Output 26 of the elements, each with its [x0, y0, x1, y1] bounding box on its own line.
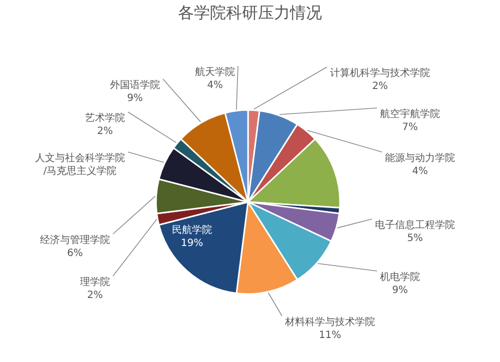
slice-label: 理学院	[80, 276, 110, 288]
slice-label: 航天学院	[195, 66, 235, 78]
slice-label: 材料科学与技术学院	[284, 316, 375, 328]
slice-label: 艺术学院	[85, 112, 125, 124]
data-label: 6%	[67, 248, 83, 259]
data-label: 4%	[412, 166, 428, 177]
slice-label: 航空宇航学院	[380, 108, 440, 120]
data-label: 2%	[87, 290, 103, 301]
slice-label: 能源与动力学院	[385, 152, 455, 164]
slice-label: 民航学院	[172, 224, 212, 236]
slice-label: 电子信息工程学院	[375, 219, 455, 231]
data-label: 7%	[402, 122, 418, 133]
data-label: 19%	[180, 238, 204, 249]
data-label: 4%	[207, 80, 223, 91]
data-label: 5%	[407, 233, 423, 244]
slice-label: 经济与管理学院	[40, 234, 110, 246]
chart-title: 各学院科研压力情况	[178, 3, 322, 22]
slice-label: 外国语学院	[110, 79, 160, 91]
data-label: 9%	[392, 285, 408, 296]
slice-label: 人文与社会科学学院/马克思主义学院	[35, 152, 125, 177]
data-label: 9%	[127, 93, 143, 104]
data-label: 2%	[97, 126, 113, 137]
data-label: 2%	[372, 81, 388, 92]
slice-label: 计算机科学与技术学院	[330, 67, 430, 79]
data-label: 11%	[318, 330, 342, 341]
slice-label: 机电学院	[380, 271, 420, 283]
